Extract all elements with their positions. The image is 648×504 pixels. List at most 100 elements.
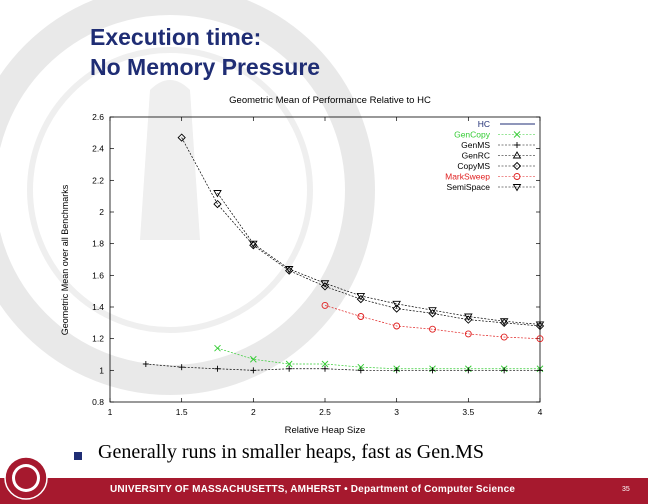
chart-axes: 1 1.5 2 2.5 3 3.5 4 0.8 1 1.2 1.4 1.6 1.8 2 2.2 2.4 2.6: [92, 112, 542, 417]
x-tick-label: 1: [108, 407, 113, 417]
x-tick-label: 4: [538, 407, 543, 417]
data-point-marker: [357, 367, 364, 374]
data-point-marker: [429, 325, 436, 333]
performance-chart: Geometric Mean of Performance Relative t…: [60, 95, 545, 436]
data-point-marker: [320, 282, 330, 291]
data-point-marker: [464, 330, 472, 338]
data-point-marker: [214, 344, 221, 352]
data-point-marker: [428, 307, 437, 315]
data-point-marker: [392, 304, 401, 313]
slide-title: Execution time: No Memory Pressure: [90, 22, 320, 82]
title-line-1: Execution time:: [90, 24, 262, 50]
data-point-marker: [285, 360, 293, 368]
legend-label: GenCopy: [454, 130, 491, 140]
data-point-marker: [501, 367, 508, 374]
x-tick-label: 3.5: [462, 407, 474, 417]
data-point-marker: [284, 266, 294, 274]
data-point-marker: [285, 266, 294, 275]
title-line-2: No Memory Pressure: [90, 54, 321, 80]
y-axis-label: Geometric Mean over all Benchmarks: [60, 184, 70, 335]
data-point-marker: [357, 363, 365, 371]
legend-label: CopyMS: [457, 161, 490, 171]
data-point-marker: [178, 364, 185, 371]
bullet-text: Generally runs in smaller heaps, fast as…: [98, 441, 485, 463]
y-tick-label: 1.6: [92, 270, 104, 280]
chart-legend: HCGenCopyGenMSGenRCCopyMSMarkSweepSemiSp…: [445, 119, 536, 192]
data-point-marker: [356, 294, 365, 304]
data-point-marker: [512, 151, 522, 159]
x-tick-label: 2: [251, 407, 256, 417]
data-point-marker: [249, 240, 258, 249]
y-tick-label: 2.6: [92, 112, 104, 122]
data-point-marker: [393, 322, 401, 330]
data-point-marker: [465, 367, 472, 374]
series-copyms: [177, 133, 545, 331]
data-point-marker: [513, 131, 521, 138]
data-point-marker: [464, 313, 473, 321]
footer-bar: [0, 478, 648, 504]
x-tick-label: 1.5: [176, 407, 188, 417]
y-tick-label: 1.4: [92, 302, 104, 312]
data-point-marker: [392, 300, 401, 309]
data-point-marker: [356, 292, 366, 301]
data-point-marker: [321, 301, 329, 309]
data-point-marker: [177, 133, 186, 142]
series-line: [181, 137, 541, 327]
series-line: [217, 192, 541, 325]
data-point-marker: [513, 173, 521, 180]
data-point-marker: [514, 142, 520, 148]
y-tick-label: 1: [99, 365, 104, 375]
footer-text: UNIVERSITY OF MASSACHUSETTS, AMHERST • D…: [110, 484, 516, 495]
bullet-marker: [74, 452, 82, 460]
legend-label: SemiSpace: [447, 182, 491, 192]
data-point-marker: [393, 367, 400, 374]
y-tick-label: 2.4: [92, 144, 104, 154]
y-tick-label: 2: [99, 207, 104, 217]
data-point-marker: [535, 321, 545, 329]
data-point-marker: [428, 309, 437, 318]
chart-title: Geometric Mean of Performance Relative t…: [229, 95, 431, 106]
data-point-marker: [537, 367, 543, 374]
data-point-marker: [322, 365, 328, 372]
data-point-marker: [249, 241, 258, 250]
data-point-marker: [535, 321, 545, 331]
data-point-marker: [320, 280, 330, 288]
series-line: [217, 347, 540, 370]
data-point-marker: [357, 313, 365, 320]
data-point-marker: [536, 335, 544, 343]
data-point-marker: [429, 367, 436, 374]
data-point-marker: [500, 333, 508, 341]
page-number: 35: [622, 486, 630, 493]
series-line: [145, 363, 540, 371]
chart-series: [142, 133, 545, 374]
legend-label: HC: [478, 119, 490, 129]
data-point-marker: [213, 190, 222, 198]
x-tick-label: 2.5: [319, 407, 331, 417]
data-point-marker: [499, 318, 509, 326]
data-point-marker: [214, 365, 221, 372]
data-point-marker: [286, 365, 293, 372]
y-tick-label: 1.8: [92, 239, 104, 249]
series-genms: [142, 361, 543, 374]
umass-seal-logo: [4, 456, 48, 500]
data-point-marker: [142, 361, 149, 367]
series-line: [324, 305, 541, 340]
y-tick-label: 0.8: [92, 397, 104, 407]
data-point-marker: [250, 355, 257, 363]
data-point-marker: [464, 315, 473, 324]
legend-label: GenMS: [461, 140, 490, 150]
series-semispace: [213, 190, 545, 329]
series-gencopy: [214, 344, 544, 373]
y-tick-label: 2.2: [92, 175, 104, 185]
data-point-marker: [512, 184, 522, 192]
y-tick-label: 1.2: [92, 334, 104, 344]
seal-watermark: [0, 0, 375, 395]
x-axis-label: Relative Heap Size: [285, 425, 366, 436]
legend-label: MarkSweep: [445, 172, 490, 182]
x-tick-label: 3: [394, 407, 399, 417]
data-point-marker: [321, 360, 329, 368]
series-marksweep: [321, 301, 544, 343]
data-point-marker: [250, 367, 257, 374]
legend-label: GenRC: [462, 151, 490, 161]
data-point-marker: [512, 161, 522, 171]
